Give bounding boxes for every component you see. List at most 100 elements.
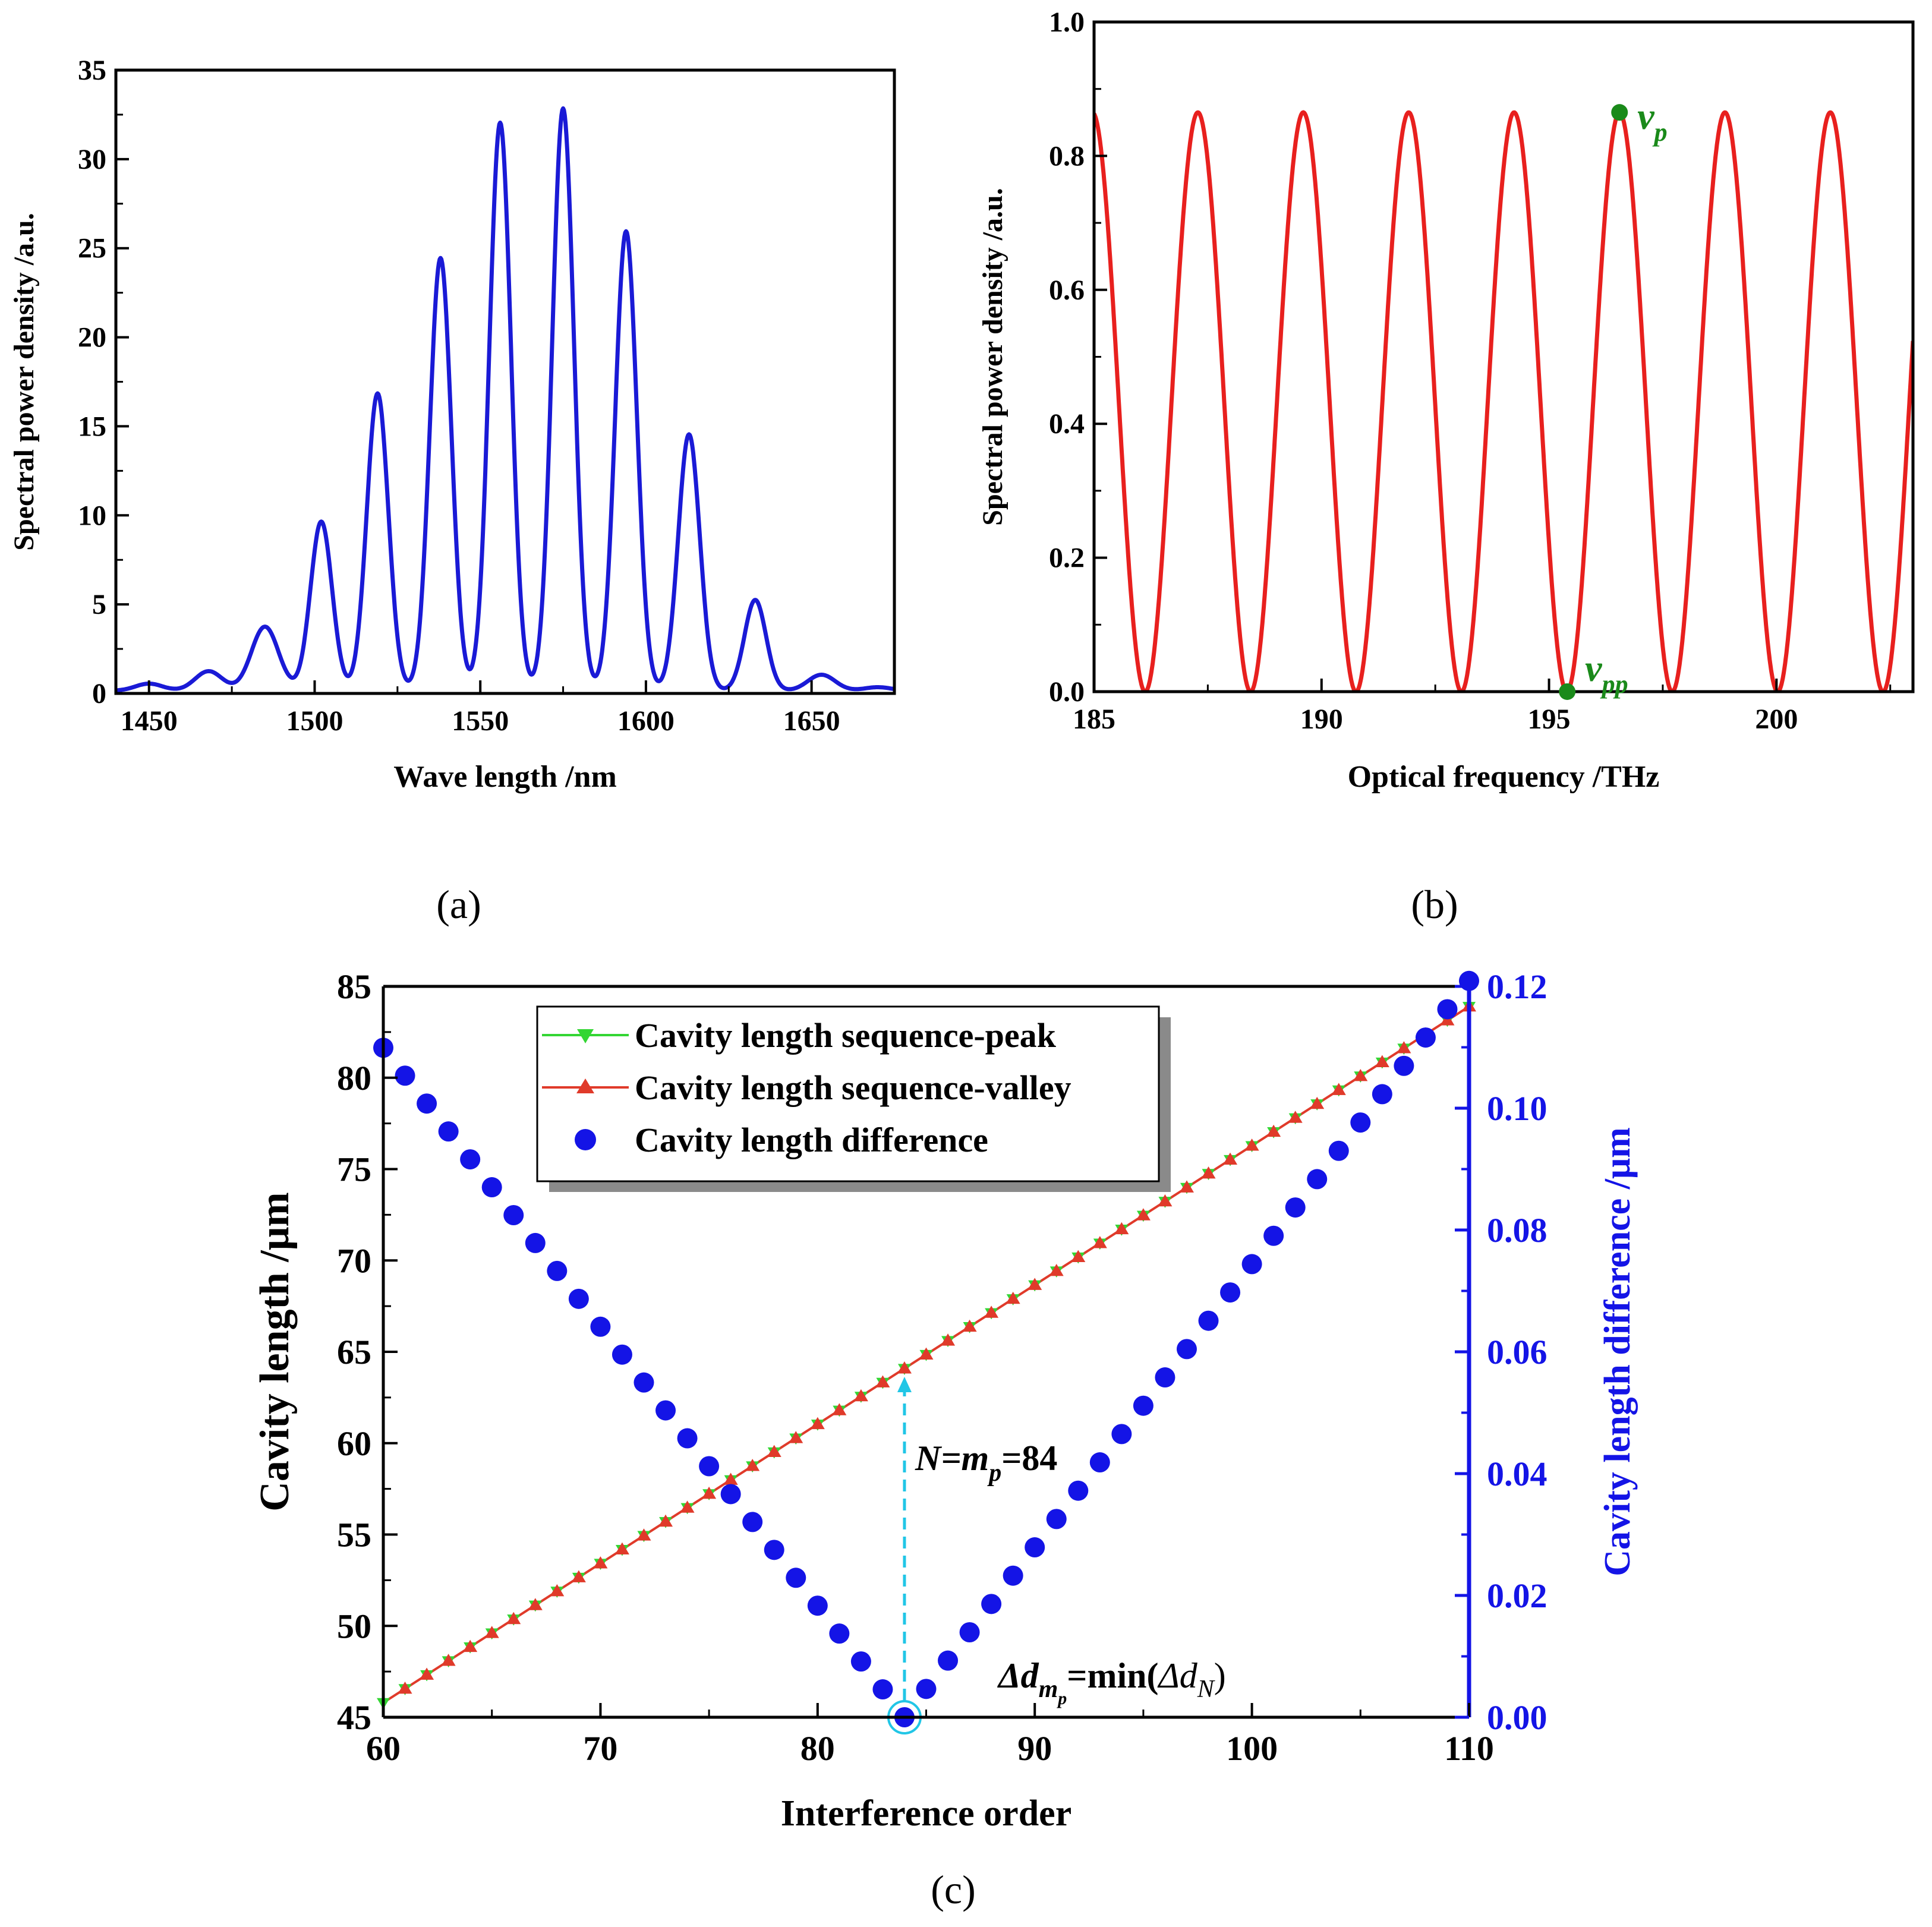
valley-marker	[984, 1305, 999, 1318]
y-tick-label-a: 20	[78, 322, 106, 354]
difference-point	[1328, 1140, 1349, 1161]
valley-marker	[484, 1626, 499, 1638]
x-tick-label-c: 60	[366, 1729, 401, 1768]
legend-difference-label: Cavity length difference	[635, 1121, 988, 1159]
legend-c: Cavity length sequence-peak Cavity length…	[536, 1005, 1171, 1192]
y-left-axis-label-c: Cavity length /μm	[252, 1192, 298, 1511]
y-left-tick-label-c: 55	[337, 1516, 371, 1554]
y-left-tick-label-c: 85	[337, 967, 371, 1006]
valley-marker	[1310, 1096, 1325, 1109]
marker-point-p	[1611, 104, 1628, 121]
y-tick-label-b: 0.6	[1049, 275, 1085, 306]
valley-marker	[962, 1319, 977, 1332]
y-axis-label-a: Spectral power density /a.u.	[8, 213, 40, 550]
x-tick-label-b: 195	[1528, 704, 1571, 735]
difference-point	[699, 1456, 720, 1477]
valley-marker	[1266, 1124, 1281, 1137]
panel-label-a: (a)	[436, 882, 481, 927]
difference-point	[1263, 1225, 1284, 1246]
valley-marker	[658, 1514, 673, 1527]
difference-point	[612, 1344, 632, 1365]
valley-marker	[1397, 1041, 1411, 1054]
valley-marker	[1136, 1208, 1151, 1220]
x-tick-label-c: 80	[800, 1729, 835, 1768]
difference-point	[1111, 1424, 1132, 1445]
difference-point	[1198, 1310, 1219, 1331]
difference-point	[916, 1679, 937, 1699]
difference-point	[1068, 1480, 1089, 1501]
difference-point	[1415, 1027, 1436, 1048]
y-right-tick-label-c: 0.06	[1487, 1333, 1548, 1371]
valley-marker	[1375, 1055, 1389, 1067]
valley-marker	[1201, 1166, 1216, 1179]
y-tick-label-a: 15	[78, 411, 106, 442]
difference-point	[677, 1428, 698, 1449]
difference-point	[1176, 1339, 1197, 1360]
y-tick-label-b: 1.0	[1049, 7, 1085, 38]
x-tick-label-b: 190	[1300, 704, 1343, 735]
y-tick-label-a: 5	[92, 589, 106, 620]
min-annotation: Δdmp=min(ΔdN)	[997, 1656, 1226, 1708]
valley-marker	[1353, 1068, 1368, 1081]
y-tick-label-b: 0.8	[1049, 140, 1085, 172]
valley-marker	[832, 1403, 847, 1415]
difference-point	[829, 1623, 850, 1644]
y-left-tick-label-c: 75	[337, 1150, 371, 1189]
valley-marker	[745, 1459, 760, 1471]
order-annotation: N=mp=84	[915, 1439, 1057, 1487]
legend-box	[536, 1005, 1160, 1182]
y-tick-label-a: 25	[78, 233, 106, 264]
difference-point	[417, 1093, 437, 1114]
chart-a: 1450 1500 1550 1600 1650 0 5 10 15 20 25 30 35 Wave l…	[8, 55, 896, 794]
y-left-tick-label-c: 60	[337, 1424, 371, 1463]
valley-marker	[1244, 1138, 1259, 1151]
valley-marker	[614, 1542, 629, 1555]
y-right-tick-label-c: 0.12	[1487, 967, 1548, 1006]
difference-point	[959, 1622, 980, 1643]
valley-marker	[680, 1500, 695, 1513]
y-tick-label-a: 10	[78, 500, 106, 531]
difference-point	[590, 1316, 611, 1337]
y-left-tick-label-c: 80	[337, 1059, 371, 1097]
x-tick-label-c: 70	[583, 1729, 617, 1768]
panel-label-c: (c)	[931, 1867, 975, 1912]
spectrum-line-a	[114, 106, 896, 693]
difference-point	[742, 1512, 763, 1532]
y-tick-label-b: 0.4	[1049, 408, 1085, 440]
difference-point	[481, 1177, 502, 1198]
difference-point	[1025, 1537, 1045, 1558]
min-arrowhead	[897, 1377, 912, 1393]
valley-marker	[1006, 1291, 1020, 1304]
valley-marker	[1223, 1152, 1238, 1165]
difference-point	[786, 1568, 806, 1588]
valley-marker	[1440, 1013, 1455, 1026]
valley-marker	[1028, 1278, 1042, 1290]
valley-marker	[1049, 1264, 1064, 1276]
valley-marker	[789, 1431, 803, 1443]
difference-point	[1089, 1452, 1110, 1473]
y-tick-label-a: 0	[92, 678, 106, 709]
y-right-tick-label-c: 0.10	[1487, 1089, 1548, 1128]
difference-point	[1285, 1197, 1306, 1218]
y-left-tick-label-c: 70	[337, 1241, 371, 1280]
x-tick-label-a: 1650	[783, 705, 840, 737]
chart-c: 60 70 80 90 100 110 45 50 55 60 65 70 75 80 85 0.00 0.02…	[252, 967, 1638, 1834]
valley-marker	[636, 1528, 651, 1541]
difference-point	[1394, 1055, 1414, 1076]
y-tick-label-a: 30	[78, 144, 106, 175]
valley-marker	[767, 1445, 781, 1458]
y-tick-label-b: 0.2	[1049, 543, 1085, 574]
difference-point	[720, 1484, 741, 1505]
x-tick-label-a: 1600	[617, 705, 675, 737]
difference-point	[460, 1149, 481, 1170]
difference-point	[634, 1372, 654, 1393]
y-tick-label-b: 0.0	[1049, 676, 1085, 708]
legend-peak-marker	[577, 1029, 594, 1043]
valley-marker	[875, 1375, 890, 1387]
marker-point-pp	[1559, 683, 1576, 700]
y-right-tick-label-c: 0.00	[1487, 1698, 1548, 1737]
y-tick-label-a: 35	[78, 55, 106, 86]
valley-marker	[398, 1681, 412, 1694]
x-tick-label-a: 1450	[121, 705, 178, 737]
